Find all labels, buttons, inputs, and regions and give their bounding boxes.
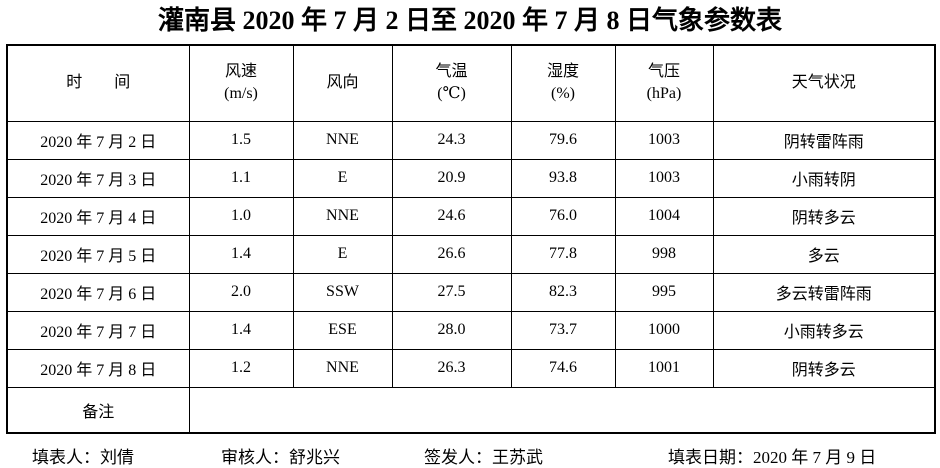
weather-table: 时 间 风速 (m/s) 风向 气温 (℃) 湿度 (%) 气压 (hPa)	[6, 44, 936, 434]
cell-humidity: 79.6	[510, 120, 616, 160]
cell-temperature: 20.9	[391, 158, 512, 198]
table-row: 2020 年 7 月 8 日 1.2 NNE 26.3 74.6 1001 阴转…	[6, 348, 936, 388]
cell-date: 2020 年 7 月 5 日	[6, 234, 190, 274]
cell-wind-direction: NNE	[292, 348, 393, 388]
cell-date: 2020 年 7 月 4 日	[6, 196, 190, 236]
cell-temperature: 24.3	[391, 120, 512, 160]
col-header-label: 风速	[224, 63, 257, 81]
footer-issuer: 签发人：王苏武	[424, 448, 543, 467]
cell-wind-direction: E	[292, 158, 393, 198]
cell-humidity: 77.8	[510, 234, 616, 274]
cell-temperature: 28.0	[391, 310, 512, 350]
col-header-label: 气压	[647, 63, 680, 81]
cell-wind-direction: ESE	[292, 310, 393, 350]
col-header-time: 时 间	[6, 44, 190, 122]
table-row: 2020 年 7 月 3 日 1.1 E 20.9 93.8 1003 小雨转阴	[6, 158, 936, 198]
cell-humidity: 76.0	[510, 196, 616, 236]
cell-temperature: 26.3	[391, 348, 512, 388]
cell-humidity: 93.8	[510, 158, 616, 198]
table-row: 2020 年 7 月 2 日 1.5 NNE 24.3 79.6 1003 阴转…	[6, 120, 936, 160]
col-header-unit: (℃)	[437, 85, 466, 103]
col-header-wind-direction: 风向	[292, 44, 393, 122]
col-header-label: 气温	[435, 63, 468, 81]
cell-humidity: 82.3	[510, 272, 616, 312]
cell-pressure: 995	[614, 272, 714, 312]
cell-weather: 小雨转阴	[712, 158, 936, 198]
cell-weather: 小雨转多云	[712, 310, 936, 350]
col-header-wind-speed: 风速 (m/s)	[188, 44, 294, 122]
cell-date: 2020 年 7 月 7 日	[6, 310, 190, 350]
cell-date: 2020 年 7 月 6 日	[6, 272, 190, 312]
page-title: 灌南县 2020 年 7 月 2 日至 2020 年 7 月 8 日气象参数表	[157, 6, 782, 35]
cell-wind-speed: 1.4	[188, 310, 294, 350]
cell-wind-direction: E	[292, 234, 393, 274]
cell-weather: 阴转多云	[712, 348, 936, 388]
cell-humidity: 74.6	[510, 348, 616, 388]
header-row: 时 间 风速 (m/s) 风向 气温 (℃) 湿度 (%) 气压 (hPa)	[6, 44, 936, 122]
cell-weather: 阴转多云	[712, 196, 936, 236]
cell-wind-speed: 1.1	[188, 158, 294, 198]
cell-wind-direction: NNE	[292, 120, 393, 160]
col-header-humidity: 湿度 (%)	[510, 44, 616, 122]
cell-date: 2020 年 7 月 2 日	[6, 120, 190, 160]
cell-wind-direction: NNE	[292, 196, 393, 236]
col-header-pressure: 气压 (hPa)	[614, 44, 714, 122]
col-header-weather: 天气状况	[712, 44, 936, 122]
cell-pressure: 1003	[614, 120, 714, 160]
footer-date: 填表日期：2020 年 7 月 9 日	[668, 448, 877, 467]
cell-wind-speed: 1.4	[188, 234, 294, 274]
cell-pressure: 1001	[614, 348, 714, 388]
cell-date: 2020 年 7 月 3 日	[6, 158, 190, 198]
col-header-label: 时 间	[66, 74, 131, 92]
remark-row: 备注	[6, 386, 936, 434]
table-row: 2020 年 7 月 5 日 1.4 E 26.6 77.8 998 多云	[6, 234, 936, 274]
cell-date: 2020 年 7 月 8 日	[6, 348, 190, 388]
signature-footer: 填表人：刘倩 审核人：舒兆兴 签发人：王苏武 填表日期：2020 年 7 月 9…	[0, 443, 940, 467]
cell-wind-speed: 1.5	[188, 120, 294, 160]
cell-weather: 多云	[712, 234, 936, 274]
footer-reviewer: 审核人：舒兆兴	[221, 448, 340, 467]
cell-wind-speed: 1.0	[188, 196, 294, 236]
footer-filler: 填表人：刘倩	[32, 448, 134, 467]
cell-wind-speed: 2.0	[188, 272, 294, 312]
remark-label: 备注	[6, 386, 190, 434]
cell-pressure: 1000	[614, 310, 714, 350]
cell-wind-direction: SSW	[292, 272, 393, 312]
col-header-label: 湿度	[546, 63, 579, 81]
cell-humidity: 73.7	[510, 310, 616, 350]
cell-pressure: 1003	[614, 158, 714, 198]
col-header-label: 风向	[326, 74, 359, 92]
cell-wind-speed: 1.2	[188, 348, 294, 388]
col-header-label: 天气状况	[791, 74, 856, 92]
col-header-unit: (hPa)	[646, 85, 682, 103]
remark-value	[188, 386, 936, 434]
table-row: 2020 年 7 月 7 日 1.4 ESE 28.0 73.7 1000 小雨…	[6, 310, 936, 350]
cell-temperature: 24.6	[391, 196, 512, 236]
cell-temperature: 27.5	[391, 272, 512, 312]
cell-pressure: 1004	[614, 196, 714, 236]
cell-temperature: 26.6	[391, 234, 512, 274]
cell-pressure: 998	[614, 234, 714, 274]
cell-weather: 多云转雷阵雨	[712, 272, 936, 312]
col-header-temperature: 气温 (℃)	[391, 44, 512, 122]
cell-weather: 阴转雷阵雨	[712, 120, 936, 160]
table-row: 2020 年 7 月 6 日 2.0 SSW 27.5 82.3 995 多云转…	[6, 272, 936, 312]
col-header-unit: (m/s)	[224, 85, 258, 103]
col-header-unit: (%)	[551, 85, 575, 103]
table-row: 2020 年 7 月 4 日 1.0 NNE 24.6 76.0 1004 阴转…	[6, 196, 936, 236]
